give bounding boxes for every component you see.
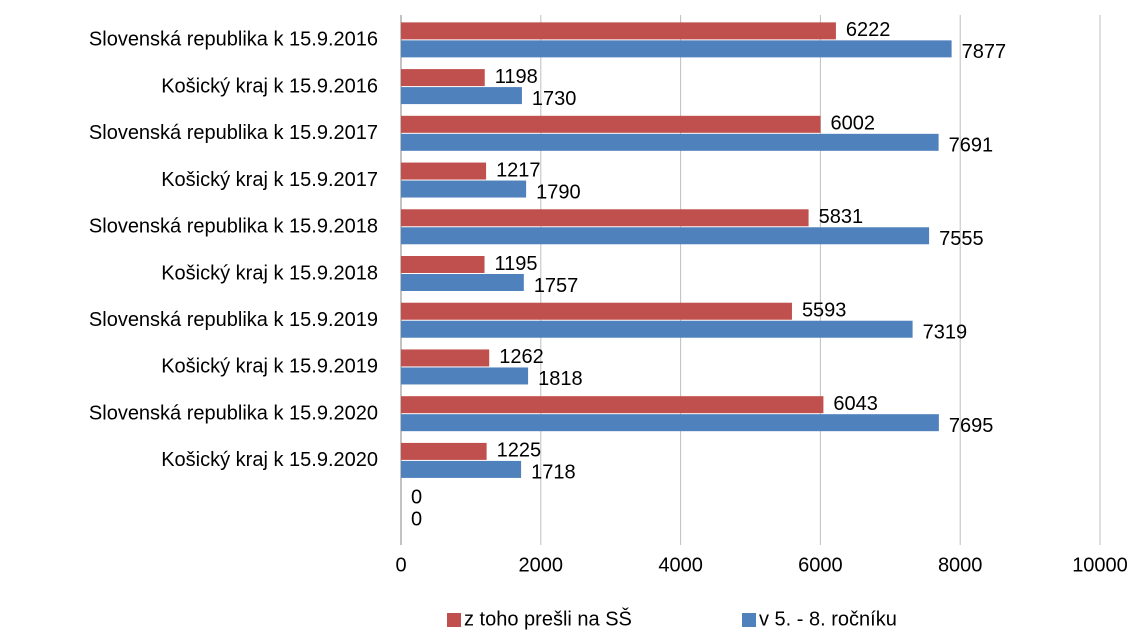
data-label: 7319 [923,322,968,344]
bar [401,115,821,133]
data-label: 1730 [532,88,577,110]
data-label: 0 [411,486,422,508]
x-tick-label: 10000 [1072,554,1128,576]
bar [401,227,930,245]
data-label: 1262 [499,346,544,368]
bar [401,442,487,460]
data-label: 1225 [497,440,542,462]
data-label: 6002 [831,113,876,135]
data-label: 5831 [819,206,864,228]
y-tick-label: Slovenská republika k 15.9.2019 [89,309,378,331]
data-label: 5593 [802,300,847,322]
bar [401,320,913,338]
data-label: 1757 [534,275,579,297]
legend-label: v 5. - 8. ročníku [759,608,897,630]
data-label: 1195 [495,253,538,275]
bar [401,367,529,385]
data-label: 7691 [949,135,994,157]
y-tick-label: Košický kraj k 15.9.2019 [161,356,378,378]
bar [401,22,836,40]
y-tick-label: Slovenská republika k 15.9.2020 [89,402,378,424]
data-label: 6043 [833,393,878,415]
bar [401,69,485,87]
bar [401,209,809,227]
data-label: 0 [411,508,422,530]
bar [401,133,939,151]
data-label: 1198 [495,66,538,88]
bar [401,40,952,58]
legend-swatch [742,613,756,627]
bar [401,180,527,198]
data-label: 1217 [496,159,541,181]
y-tick-label: Košický kraj k 15.9.2020 [161,449,378,471]
x-tick-label: 8000 [938,554,983,576]
data-label: 1718 [531,462,576,484]
bar [401,274,524,291]
bar [401,302,792,320]
data-label: 7555 [939,228,984,250]
bar [401,256,485,273]
y-tick-label: Slovenská republika k 15.9.2016 [89,29,378,51]
bar [401,460,522,478]
bar [401,349,490,367]
bar [401,162,487,180]
data-label: 1818 [538,368,583,390]
y-tick-label: Košický kraj k 15.9.2018 [161,262,378,284]
bar [401,414,939,432]
data-label: 7877 [962,41,1007,63]
data-label: 7695 [949,415,994,437]
x-tick-label: 4000 [658,554,703,576]
data-label: 6222 [846,19,891,41]
bar [401,87,522,105]
y-tick-label: Slovenská republika k 15.9.2018 [89,216,378,238]
x-tick-label: 2000 [519,554,564,576]
legend-swatch [447,613,461,627]
data-label: 1790 [536,181,581,203]
legend-label: z toho prešli na SŠ [464,607,632,630]
y-tick-label: Slovenská republika k 15.9.2017 [89,122,378,144]
y-tick-label: Košický kraj k 15.9.2017 [161,169,378,191]
y-tick-label: Košický kraj k 15.9.2016 [161,75,378,97]
x-tick-label: 6000 [798,554,843,576]
x-tick-label: 0 [395,554,406,576]
bar [401,396,824,414]
